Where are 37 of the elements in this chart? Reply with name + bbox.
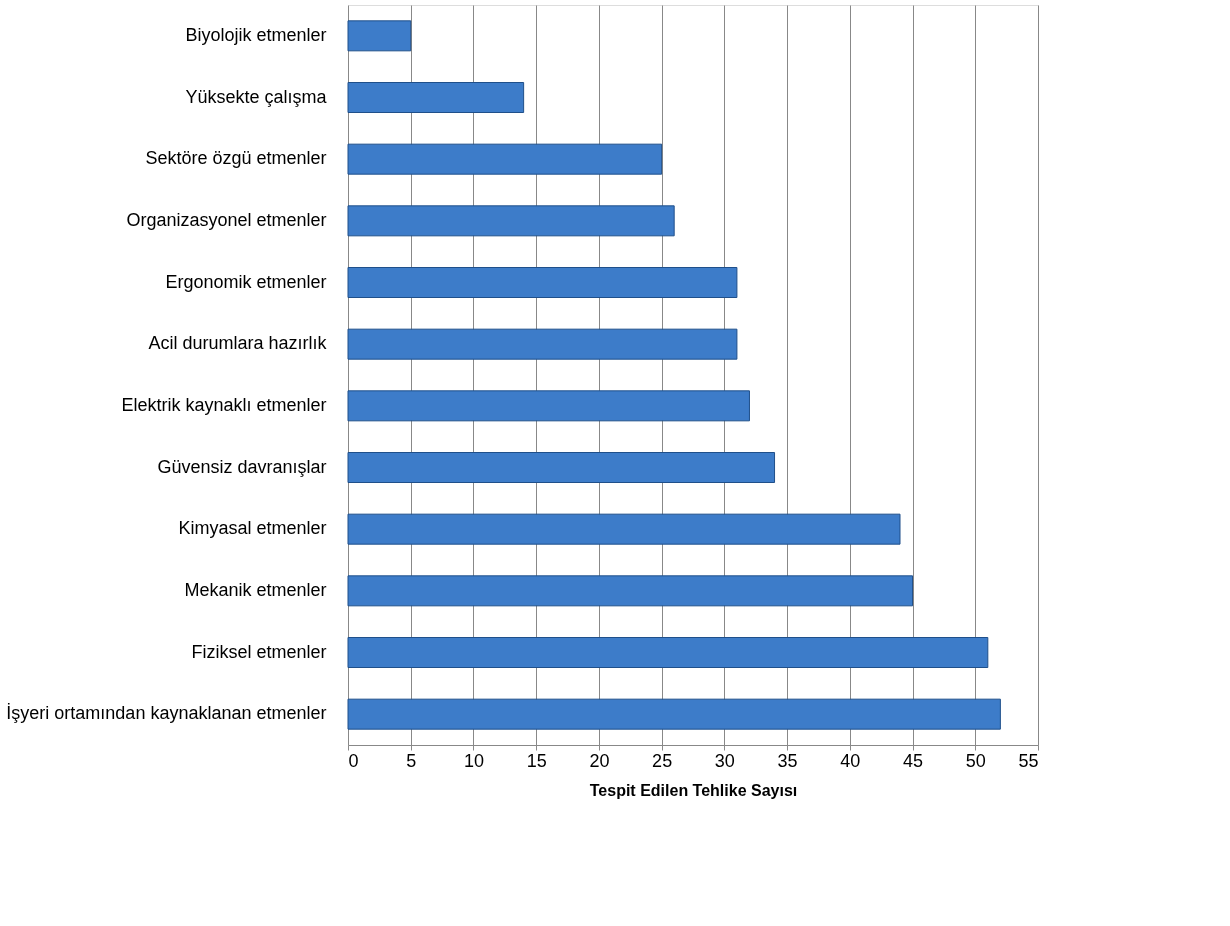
x-tick-label: 40 <box>840 750 861 771</box>
x-tick-label: 15 <box>526 750 547 771</box>
bar <box>347 82 525 113</box>
y-tick-label: Yüksekte çalışma <box>185 86 328 107</box>
x-tick-label: 45 <box>903 750 924 771</box>
y-tick-label: İşyeri ortamından kaynaklanan etmenler <box>6 703 327 724</box>
y-tick-label: Elektrik kaynaklı etmenler <box>121 394 327 415</box>
x-tick-label: 55 <box>1018 750 1039 771</box>
bar <box>347 575 914 607</box>
bar <box>347 205 675 237</box>
x-axis-title: Tespit Edilen Tehlike Sayısı <box>589 781 798 799</box>
x-tick-label: 0 <box>348 750 359 771</box>
y-tick-label: Mekanik etmenler <box>184 579 327 600</box>
bar <box>347 143 663 175</box>
y-tick-label: Acil durumlara hazırlık <box>148 333 328 354</box>
y-tick-label: Organizasyonel etmenler <box>126 209 327 230</box>
x-tick-label: 30 <box>714 750 735 771</box>
y-tick-label: Sektöre özgü etmenler <box>145 148 327 169</box>
bar <box>347 20 412 52</box>
bar <box>347 637 989 668</box>
x-tick-label: 25 <box>652 750 673 771</box>
y-tick-label: Kimyasal etmenler <box>178 518 327 539</box>
y-tick-label: Ergonomik etmenler <box>165 271 327 292</box>
x-tick-label: 35 <box>777 750 798 771</box>
y-tick-label: Biyolojik etmenler <box>185 24 327 45</box>
x-tick-label: 20 <box>589 750 610 771</box>
y-tick-label: Güvensiz davranışlar <box>157 456 327 477</box>
bar <box>347 698 1001 730</box>
bar <box>347 452 776 483</box>
x-tick-label: 10 <box>463 750 484 771</box>
bar <box>347 328 738 360</box>
x-tick-label: 5 <box>406 750 417 771</box>
y-tick-label: Fiziksel etmenler <box>191 641 327 662</box>
x-tick-label: 50 <box>965 750 986 771</box>
bar <box>347 513 901 545</box>
bar <box>347 390 750 422</box>
bar <box>347 267 738 298</box>
